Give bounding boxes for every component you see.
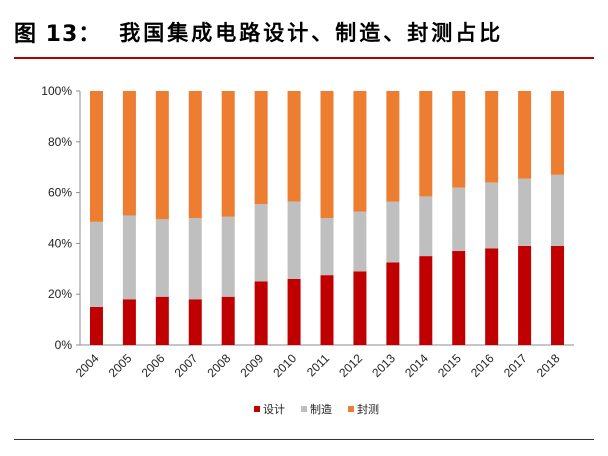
x-tick-label: 2018	[534, 351, 563, 380]
bar-segment-设计-2010	[287, 278, 301, 345]
legend-swatch-封测	[348, 406, 354, 412]
bar-segment-封测-2017	[518, 91, 532, 179]
x-tick-label: 2007	[172, 351, 201, 380]
bar-segment-封测-2013	[386, 91, 400, 202]
x-tick-label: 2008	[205, 351, 234, 380]
bar-segment-封测-2016	[485, 91, 499, 183]
bar-segment-设计-2015	[452, 251, 466, 345]
bar-segment-封测-2012	[353, 91, 367, 212]
figure-title: 我国集成电路设计、制造、封测占比	[119, 21, 504, 45]
y-tick-label: 20%	[48, 287, 72, 301]
legend-swatch-制造	[301, 406, 307, 412]
bar-segment-设计-2005	[122, 299, 136, 345]
title-underline	[14, 57, 594, 59]
bar-segment-封测-2015	[452, 91, 466, 188]
bar-segment-制造-2008	[221, 216, 235, 297]
x-tick-label: 2017	[501, 351, 530, 380]
bar-segment-封测-2004	[89, 91, 103, 222]
bar-segment-制造-2005	[122, 215, 136, 300]
bar-segment-制造-2016	[485, 182, 499, 249]
bar-segment-设计-2007	[188, 299, 202, 345]
bar-segment-设计-2008	[221, 296, 235, 345]
legend-label: 封测	[357, 402, 379, 416]
figure-title-bar: 图 13： 我国集成电路设计、制造、封测占比	[14, 12, 503, 52]
x-tick-label: 2005	[106, 351, 135, 380]
x-tick-label: 2012	[336, 351, 365, 380]
bottom-rule	[14, 439, 594, 440]
bar-segment-设计-2014	[419, 256, 433, 345]
x-tick-label: 2015	[435, 351, 464, 380]
bar-segment-制造-2018	[551, 174, 565, 246]
bar-segment-制造-2014	[419, 196, 433, 257]
bar-segment-制造-2011	[320, 218, 334, 276]
y-tick-label: 0%	[55, 338, 73, 352]
x-tick-label: 2014	[402, 351, 431, 380]
bar-segment-设计-2013	[386, 262, 400, 345]
x-tick-label: 2010	[270, 351, 299, 380]
x-tick-label: 2016	[468, 351, 497, 380]
bar-segment-封测-2008	[221, 91, 235, 217]
bar-segment-设计-2006	[155, 296, 169, 345]
bar-segment-封测-2011	[320, 91, 334, 218]
legend-label: 制造	[310, 402, 332, 416]
bar-segment-封测-2014	[419, 91, 433, 197]
bar-segment-制造-2013	[386, 201, 400, 263]
figure-label: 图 13：	[14, 22, 102, 47]
bar-segment-设计-2009	[254, 281, 268, 345]
bar-segment-封测-2010	[287, 91, 301, 202]
y-tick-label: 40%	[48, 236, 72, 250]
x-tick-label: 2006	[139, 351, 168, 380]
bar-segment-封测-2018	[551, 91, 565, 175]
bar-segment-设计-2016	[485, 248, 499, 345]
bar-segment-设计-2018	[551, 245, 565, 345]
legend-swatch-设计	[254, 406, 260, 412]
legend-label: 设计	[263, 403, 285, 416]
bar-segment-封测-2005	[122, 91, 136, 216]
bar-segment-制造-2015	[452, 187, 466, 252]
bar-segment-设计-2012	[353, 271, 367, 345]
bar-segment-制造-2006	[155, 219, 169, 297]
bar-segment-制造-2009	[254, 204, 268, 282]
y-tick-label: 100%	[41, 84, 72, 98]
bar-segment-设计-2004	[89, 306, 103, 345]
x-tick-label: 2013	[369, 351, 398, 380]
x-tick-label: 2004	[73, 351, 102, 380]
bar-segment-封测-2009	[254, 91, 268, 205]
bar-segment-制造-2007	[188, 218, 202, 300]
bar-segment-封测-2007	[188, 91, 202, 218]
x-tick-label: 2009	[237, 351, 266, 380]
y-tick-label: 80%	[48, 135, 72, 149]
bar-segment-制造-2012	[353, 211, 367, 272]
bar-segment-设计-2017	[518, 245, 532, 345]
x-tick-label: 2011	[304, 351, 332, 379]
bar-segment-封测-2006	[155, 91, 169, 220]
bar-segment-制造-2017	[518, 178, 532, 246]
y-tick-label: 60%	[48, 186, 72, 200]
bar-segment-制造-2010	[287, 201, 301, 279]
bar-segment-制造-2004	[89, 221, 103, 307]
bar-segment-设计-2011	[320, 275, 334, 345]
